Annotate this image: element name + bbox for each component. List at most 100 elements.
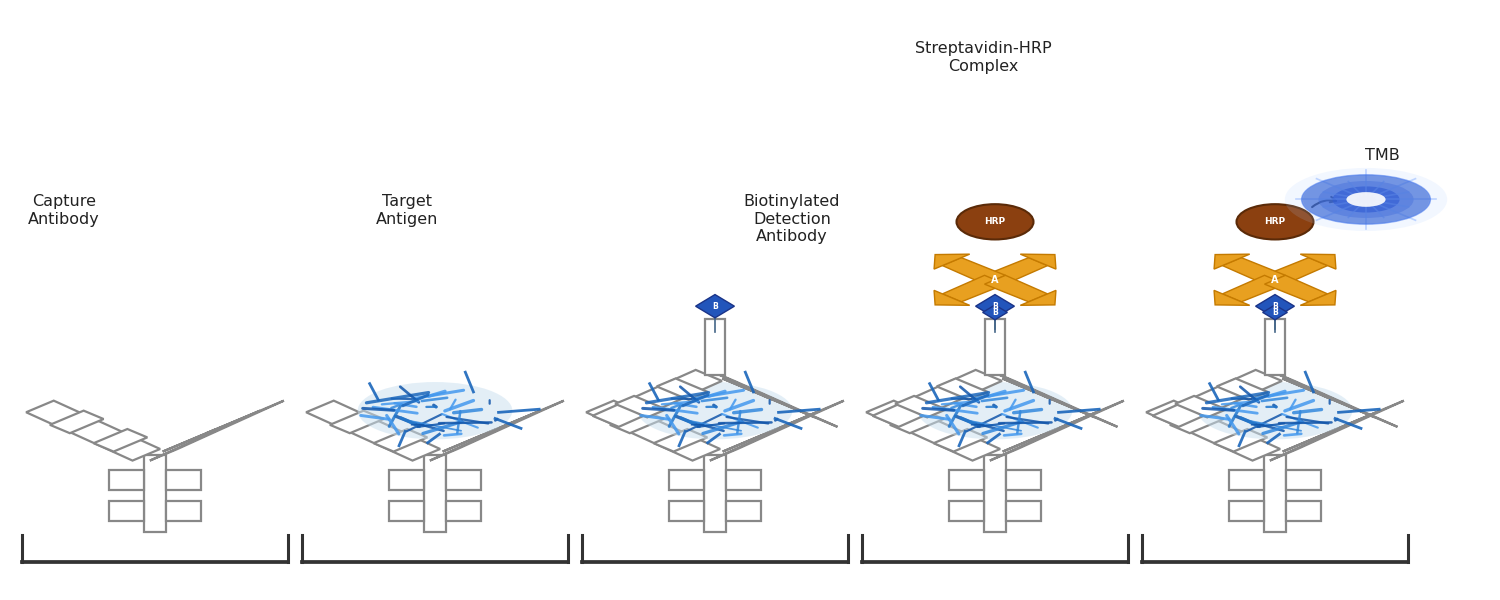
Polygon shape — [1222, 275, 1286, 302]
Polygon shape — [430, 401, 564, 461]
Bar — [446, 470, 480, 490]
Polygon shape — [657, 379, 708, 400]
Polygon shape — [306, 401, 440, 461]
Bar — [984, 319, 1005, 376]
Polygon shape — [1263, 305, 1287, 320]
Text: B: B — [1272, 302, 1278, 311]
Polygon shape — [984, 275, 1047, 302]
Polygon shape — [988, 370, 1118, 427]
Ellipse shape — [1347, 192, 1386, 207]
Polygon shape — [710, 401, 844, 461]
Polygon shape — [1282, 429, 1336, 452]
Polygon shape — [93, 429, 147, 452]
Polygon shape — [586, 401, 720, 461]
Bar — [1264, 319, 1286, 376]
Polygon shape — [1326, 410, 1380, 433]
Polygon shape — [207, 410, 260, 433]
Polygon shape — [1002, 429, 1056, 452]
Polygon shape — [610, 410, 663, 433]
Text: Streptavidin-HRP
Complex: Streptavidin-HRP Complex — [915, 41, 1052, 74]
Bar — [704, 455, 726, 532]
Polygon shape — [374, 429, 427, 452]
Polygon shape — [723, 379, 774, 400]
Polygon shape — [1216, 379, 1267, 400]
Ellipse shape — [1304, 175, 1430, 224]
Polygon shape — [1146, 401, 1280, 461]
Polygon shape — [654, 429, 708, 452]
Polygon shape — [990, 401, 1124, 461]
Ellipse shape — [1286, 168, 1448, 231]
Polygon shape — [982, 305, 1008, 320]
Bar — [950, 470, 984, 490]
Polygon shape — [26, 401, 160, 461]
Polygon shape — [696, 295, 735, 318]
Polygon shape — [1222, 257, 1286, 284]
Ellipse shape — [357, 382, 513, 439]
Polygon shape — [934, 254, 969, 269]
Text: HRP: HRP — [1264, 217, 1286, 226]
Bar — [669, 470, 704, 490]
Bar — [984, 455, 1006, 532]
Polygon shape — [975, 295, 1014, 318]
Text: B: B — [992, 302, 998, 311]
Polygon shape — [150, 401, 284, 461]
Text: B: B — [992, 308, 998, 317]
Bar — [1264, 455, 1286, 532]
Polygon shape — [1256, 295, 1294, 318]
Text: B: B — [1272, 308, 1278, 317]
Polygon shape — [162, 429, 216, 452]
Polygon shape — [766, 410, 820, 433]
Bar — [1230, 470, 1264, 490]
Bar — [669, 500, 704, 521]
Polygon shape — [936, 379, 987, 400]
Bar — [1007, 500, 1041, 521]
Polygon shape — [865, 401, 1000, 461]
Text: Target
Antigen: Target Antigen — [376, 194, 438, 227]
Polygon shape — [330, 410, 384, 433]
Bar — [166, 470, 201, 490]
Polygon shape — [486, 410, 540, 433]
Polygon shape — [1282, 379, 1334, 400]
Polygon shape — [1214, 429, 1267, 452]
Ellipse shape — [1302, 175, 1431, 224]
Polygon shape — [1270, 401, 1404, 461]
Ellipse shape — [1332, 187, 1400, 212]
Bar — [110, 500, 144, 521]
Polygon shape — [1300, 254, 1336, 269]
Polygon shape — [1324, 396, 1376, 418]
Polygon shape — [1268, 370, 1398, 427]
Text: B: B — [712, 302, 718, 311]
Bar — [1286, 470, 1320, 490]
Bar — [390, 500, 424, 521]
Polygon shape — [890, 410, 944, 433]
Bar — [110, 470, 144, 490]
Bar — [166, 500, 201, 521]
Polygon shape — [1214, 290, 1249, 305]
Bar — [390, 470, 424, 490]
Bar — [726, 500, 760, 521]
Polygon shape — [896, 396, 946, 418]
Bar — [705, 319, 726, 376]
Ellipse shape — [1318, 181, 1413, 218]
Polygon shape — [873, 370, 1002, 427]
Polygon shape — [1002, 379, 1053, 400]
Bar — [726, 470, 760, 490]
Polygon shape — [50, 410, 104, 433]
Bar — [950, 500, 984, 521]
Ellipse shape — [918, 382, 1072, 439]
Polygon shape — [1174, 396, 1225, 418]
Polygon shape — [934, 290, 969, 305]
Bar — [1286, 500, 1320, 521]
Polygon shape — [1152, 370, 1282, 427]
Polygon shape — [1047, 410, 1100, 433]
Polygon shape — [1214, 254, 1249, 269]
Bar — [446, 500, 480, 521]
Polygon shape — [1044, 396, 1095, 418]
Text: Biotinylated
Detection
Antibody: Biotinylated Detection Antibody — [744, 194, 840, 244]
Polygon shape — [723, 429, 777, 452]
Text: TMB: TMB — [1365, 148, 1400, 163]
Ellipse shape — [1197, 382, 1353, 439]
Polygon shape — [1264, 275, 1328, 302]
Bar — [1007, 470, 1041, 490]
Ellipse shape — [638, 382, 792, 439]
